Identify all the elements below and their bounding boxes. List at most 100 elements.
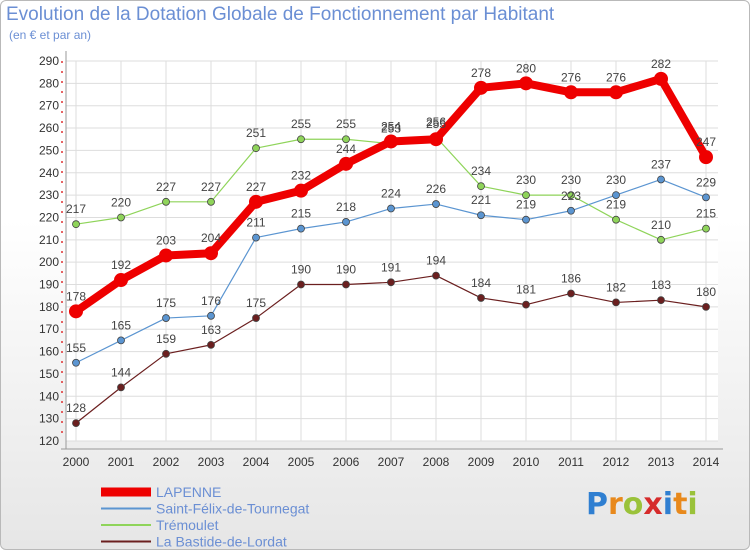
data-label: 227 (246, 180, 266, 194)
data-label: 204 (201, 231, 221, 245)
y-tick-label: 290 (39, 54, 59, 68)
logo-letter: i (662, 487, 674, 522)
data-point (657, 235, 665, 244)
data-label: 183 (651, 278, 671, 292)
x-tick-label: 2010 (513, 455, 540, 469)
y-tick-label: 160 (39, 345, 59, 359)
data-label: 155 (66, 341, 86, 355)
y-tick-label: 150 (39, 367, 59, 381)
data-point (117, 383, 125, 392)
legend-label: Saint-Félix-de-Tournegat (156, 501, 309, 517)
data-label: 215 (696, 207, 716, 221)
data-point (612, 191, 620, 200)
data-point (72, 358, 80, 367)
data-label: 184 (471, 276, 491, 290)
data-label: 230 (561, 173, 581, 187)
data-point (162, 314, 170, 322)
data-point (477, 211, 485, 220)
data-label: 237 (651, 157, 671, 171)
data-point (297, 280, 305, 289)
data-label: 226 (426, 182, 446, 196)
data-label: 180 (696, 285, 716, 299)
data-point (207, 311, 215, 320)
x-tick-label: 2003 (198, 455, 225, 469)
x-tick-label: 2005 (288, 455, 315, 469)
data-label: 220 (111, 195, 131, 209)
data-point (342, 280, 350, 289)
y-tick-label: 280 (39, 76, 59, 90)
data-point (699, 150, 713, 165)
chart-title: Evolution de la Dotation Globale de Fonc… (6, 4, 555, 25)
data-point (207, 197, 215, 206)
data-label: 253 (381, 122, 401, 136)
data-point (114, 273, 128, 288)
data-point (252, 144, 260, 153)
data-label: 191 (381, 260, 401, 274)
data-label: 176 (201, 294, 221, 308)
data-label: 175 (246, 296, 266, 310)
data-label: 256 (426, 115, 446, 129)
data-point (522, 300, 530, 309)
logo-letter: o (622, 487, 644, 522)
data-point (432, 271, 440, 280)
y-tick-label: 230 (39, 188, 59, 202)
data-label: 163 (201, 323, 221, 337)
data-point (384, 134, 398, 149)
data-label: 244 (336, 142, 356, 156)
data-point (297, 135, 305, 144)
y-tick-label: 130 (39, 412, 59, 426)
data-point (654, 71, 668, 86)
data-point (204, 246, 218, 261)
x-tick-label: 2002 (153, 455, 180, 469)
proxiti-logo: Proxiti (586, 487, 698, 522)
data-point (252, 233, 260, 242)
data-label: 276 (561, 70, 581, 84)
y-tick-label: 270 (39, 99, 59, 113)
x-tick-label: 2009 (468, 455, 495, 469)
logo-letter: P (586, 487, 608, 522)
data-label: 280 (516, 61, 536, 75)
data-point (564, 85, 578, 100)
y-tick-label: 190 (39, 278, 59, 292)
data-point (117, 213, 125, 222)
data-label: 182 (606, 280, 626, 294)
data-label: 186 (561, 271, 581, 285)
data-label: 276 (606, 70, 626, 84)
data-point (249, 194, 263, 209)
data-point (387, 278, 395, 287)
logo-letter: x (643, 487, 663, 522)
data-point (474, 80, 488, 95)
data-label: 194 (426, 254, 446, 268)
data-label: 251 (246, 126, 266, 140)
data-point (117, 336, 125, 345)
data-point (432, 200, 440, 208)
logo-letter: t (673, 487, 688, 522)
data-label: 230 (606, 173, 626, 187)
data-label: 175 (156, 296, 176, 310)
data-point (162, 349, 170, 358)
logo-letter: r (608, 487, 623, 522)
x-tick-label: 2012 (603, 455, 630, 469)
data-point (612, 298, 620, 307)
data-label: 210 (651, 218, 671, 232)
data-label: 190 (336, 263, 356, 277)
data-point (294, 183, 308, 198)
data-label: 192 (111, 258, 131, 272)
y-tick-label: 250 (39, 143, 59, 157)
logo-letter: i (687, 487, 698, 522)
data-label: 229 (696, 175, 716, 189)
x-tick-label: 2007 (378, 455, 405, 469)
chart-subtitle: (en € et par an) (9, 28, 92, 42)
data-point (72, 220, 80, 229)
data-point (159, 248, 173, 263)
data-label: 230 (516, 173, 536, 187)
data-label: 282 (651, 57, 671, 71)
data-point (567, 191, 575, 200)
data-label: 255 (336, 117, 356, 131)
plot-area (66, 61, 718, 441)
data-point (567, 206, 575, 215)
data-label: 211 (246, 216, 265, 230)
data-label: 181 (516, 283, 536, 297)
data-label: 234 (471, 164, 491, 178)
